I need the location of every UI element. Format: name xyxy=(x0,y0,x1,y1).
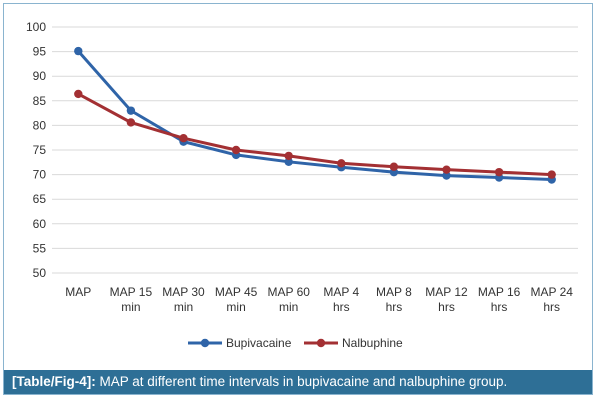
series-line-nalbuphine xyxy=(77,92,552,177)
point-nalbuphine-3 xyxy=(231,145,241,155)
point-bupivacaine-4 xyxy=(284,157,293,167)
y-tick-label-65: 65 xyxy=(33,192,47,206)
caption-text: MAP at different time intervals in bupiv… xyxy=(99,374,508,389)
point-bupivacaine-7 xyxy=(442,171,451,180)
y-tick-label-80: 80 xyxy=(33,118,47,132)
point-nalbuphine-2 xyxy=(179,133,188,143)
point-nalbuphine-9 xyxy=(547,170,556,179)
figure-caption: [Table/Fig-4]: MAP at different time int… xyxy=(4,370,592,394)
legend-marker-bupivacaine xyxy=(200,338,210,348)
point-nalbuphine-6 xyxy=(389,162,399,171)
point-nalbuphine-8 xyxy=(494,167,504,177)
gridlines xyxy=(52,26,578,274)
x-axis-ticks: MAP MAP 15 min MAP 30 min MAP 45 min MAP 60 min M… xyxy=(65,285,573,314)
y-tick-label-95: 95 xyxy=(33,45,47,59)
x-tick-label-7: MAP 12 hrs xyxy=(425,285,468,314)
legend-label-nalbuphine: Nalbuphine xyxy=(342,336,403,350)
point-nalbuphine-7 xyxy=(442,165,451,174)
y-tick-label-100: 100 xyxy=(26,20,46,34)
x-tick-label-2: MAP 30 min xyxy=(162,285,205,314)
y-tick-label-55: 55 xyxy=(33,241,47,255)
series-group xyxy=(74,46,556,184)
y-tick-label-90: 90 xyxy=(33,69,47,83)
y-tick-label-75: 75 xyxy=(33,143,47,157)
x-tick-label-1: MAP 15 min xyxy=(110,285,153,314)
caption-label: [Table/Fig-4]: xyxy=(12,374,96,389)
x-tick-label-5: MAP 4 hrs xyxy=(323,285,359,314)
point-nalbuphine-4 xyxy=(284,151,293,161)
x-tick-label-8: MAP 16 hrs xyxy=(478,285,521,314)
x-tick-label-3: MAP 45 min xyxy=(215,285,258,314)
x-tick-label-9: MAP 24 hrs xyxy=(530,285,573,314)
y-tick-label-85: 85 xyxy=(33,94,47,108)
line-chart: 50 55 60 65 70 75 80 85 90 95 100 MAP MAP 15 min MAP … xyxy=(26,20,578,350)
y-tick-label-50: 50 xyxy=(33,266,47,280)
point-bupivacaine-1 xyxy=(126,106,136,115)
x-tick-label-0: MAP xyxy=(65,285,91,299)
x-tick-label-4: MAP 60 min xyxy=(267,285,310,314)
y-axis-ticks: 50 55 60 65 70 75 80 85 90 95 100 xyxy=(26,20,46,280)
legend-label-bupivacaine: Bupivacaine xyxy=(226,336,292,350)
legend: Bupivacaine Nalbuphine xyxy=(188,336,403,350)
point-nalbuphine-1 xyxy=(126,118,136,127)
series-line-bupivacaine xyxy=(77,50,552,182)
point-nalbuphine-0 xyxy=(74,89,83,99)
x-tick-label-6: MAP 8 hrs xyxy=(376,285,412,314)
point-nalbuphine-5 xyxy=(337,159,346,168)
legend-marker-nalbuphine xyxy=(316,338,326,348)
point-bupivacaine-0 xyxy=(74,46,83,56)
y-tick-label-60: 60 xyxy=(33,217,47,231)
y-tick-label-70: 70 xyxy=(33,168,47,182)
